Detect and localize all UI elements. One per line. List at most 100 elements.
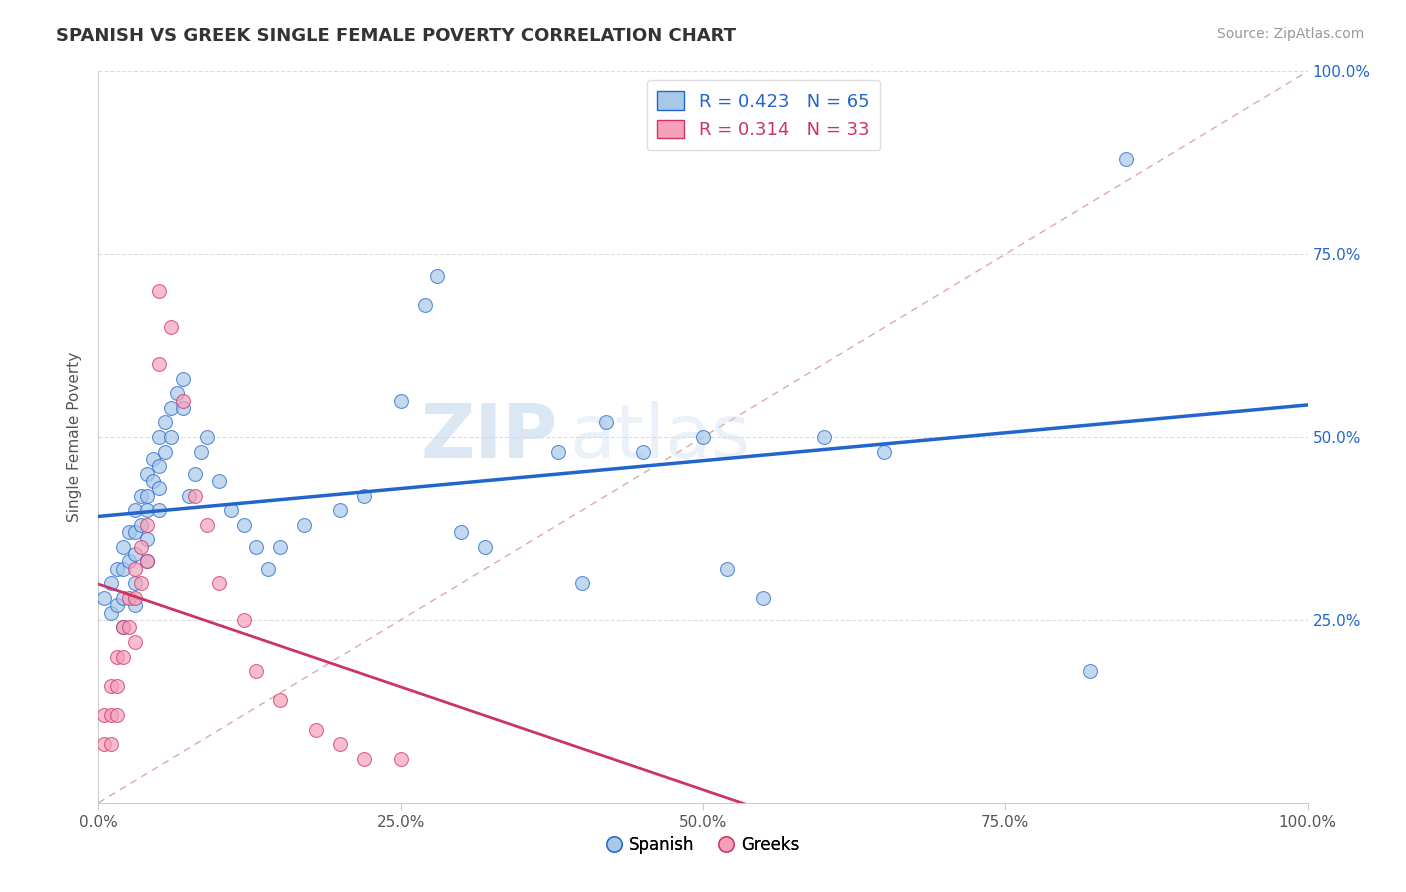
Point [269, 693, 291, 707]
Text: Source: ZipAtlas.com: Source: ZipAtlas.com [1216, 27, 1364, 41]
Point [124, 547, 146, 561]
Point [184, 489, 207, 503]
Point [716, 562, 738, 576]
Point [100, 679, 122, 693]
Point [118, 525, 141, 540]
Point [172, 401, 194, 415]
Point [124, 525, 146, 540]
Point [353, 489, 375, 503]
Point [232, 613, 254, 627]
Point [148, 503, 170, 517]
Point [148, 459, 170, 474]
Point [208, 576, 231, 591]
Point [305, 723, 328, 737]
Point [105, 599, 128, 613]
Point [172, 371, 194, 385]
Point [135, 517, 157, 532]
Point [135, 503, 157, 517]
Point [124, 635, 146, 649]
Point [221, 503, 243, 517]
Point [93, 737, 115, 751]
Point [752, 591, 775, 605]
Point [105, 679, 128, 693]
Legend: Spanish, Greeks: Spanish, Greeks [600, 829, 806, 860]
Point [245, 540, 267, 554]
Point [111, 562, 134, 576]
Point [813, 430, 835, 444]
Point [148, 481, 170, 495]
Point [111, 591, 134, 605]
Point [195, 517, 218, 532]
Point [111, 620, 134, 634]
Point [124, 562, 146, 576]
Point [389, 752, 412, 766]
Point [129, 489, 152, 503]
Point [245, 664, 267, 678]
Point [256, 562, 278, 576]
Point [329, 503, 352, 517]
Point [100, 606, 122, 620]
Point [93, 708, 115, 723]
Point [124, 503, 146, 517]
Point [105, 708, 128, 723]
Point [269, 540, 291, 554]
Point [873, 444, 896, 458]
Point [111, 540, 134, 554]
Point [153, 416, 176, 430]
Point [353, 752, 375, 766]
Point [135, 533, 157, 547]
Point [153, 444, 176, 458]
Point [160, 430, 183, 444]
Point [100, 708, 122, 723]
Point [292, 517, 315, 532]
Point [148, 430, 170, 444]
Point [142, 452, 165, 467]
Point [111, 620, 134, 634]
Point [142, 474, 165, 488]
Point [118, 554, 141, 568]
Point [172, 393, 194, 408]
Point [571, 576, 593, 591]
Point [105, 562, 128, 576]
Point [547, 444, 569, 458]
Text: SPANISH VS GREEK SINGLE FEMALE POVERTY CORRELATION CHART: SPANISH VS GREEK SINGLE FEMALE POVERTY C… [56, 27, 737, 45]
Point [160, 320, 183, 334]
Point [100, 737, 122, 751]
Point [474, 540, 496, 554]
Point [124, 599, 146, 613]
Point [124, 591, 146, 605]
Point [135, 554, 157, 568]
Point [135, 554, 157, 568]
Point [329, 737, 352, 751]
Point [426, 269, 449, 284]
Point [93, 591, 115, 605]
Point [105, 649, 128, 664]
Y-axis label: Single Female Poverty: Single Female Poverty [67, 352, 83, 522]
Point [692, 430, 714, 444]
Text: atlas: atlas [569, 401, 751, 474]
Point [208, 474, 231, 488]
Point [148, 284, 170, 298]
Point [179, 489, 201, 503]
Point [118, 620, 141, 634]
Point [631, 444, 654, 458]
Point [129, 576, 152, 591]
Point [595, 416, 617, 430]
Point [129, 517, 152, 532]
Point [1115, 152, 1137, 166]
Point [100, 576, 122, 591]
Point [195, 430, 218, 444]
Point [129, 540, 152, 554]
Point [111, 649, 134, 664]
Point [124, 576, 146, 591]
Point [118, 591, 141, 605]
Point [166, 386, 188, 401]
Point [232, 517, 254, 532]
Point [135, 467, 157, 481]
Point [1078, 664, 1101, 678]
Point [190, 444, 212, 458]
Point [148, 357, 170, 371]
Point [389, 393, 412, 408]
Text: ZIP: ZIP [420, 401, 558, 474]
Point [160, 401, 183, 415]
